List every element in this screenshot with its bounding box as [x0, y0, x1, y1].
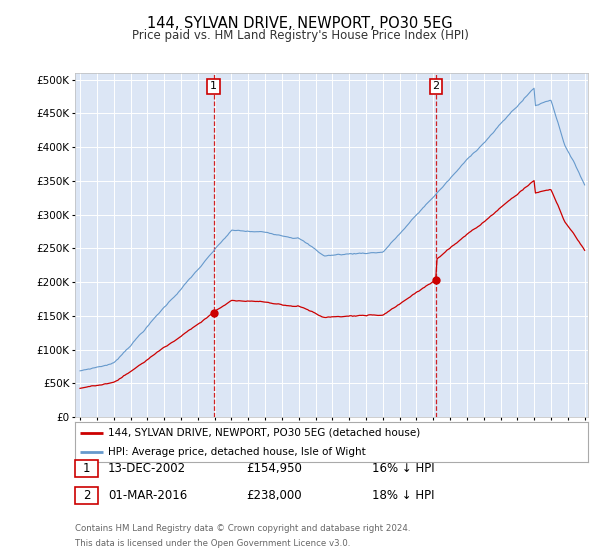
Text: £154,950: £154,950	[246, 462, 302, 475]
Text: 16% ↓ HPI: 16% ↓ HPI	[372, 462, 434, 475]
Text: 1: 1	[83, 462, 90, 475]
Text: This data is licensed under the Open Government Licence v3.0.: This data is licensed under the Open Gov…	[75, 539, 350, 548]
Text: 18% ↓ HPI: 18% ↓ HPI	[372, 489, 434, 502]
Text: 1: 1	[210, 81, 217, 91]
Text: 01-MAR-2016: 01-MAR-2016	[108, 489, 187, 502]
Text: £238,000: £238,000	[246, 489, 302, 502]
Text: 13-DEC-2002: 13-DEC-2002	[108, 462, 186, 475]
Text: 144, SYLVAN DRIVE, NEWPORT, PO30 5EG (detached house): 144, SYLVAN DRIVE, NEWPORT, PO30 5EG (de…	[109, 428, 421, 438]
Text: 144, SYLVAN DRIVE, NEWPORT, PO30 5EG: 144, SYLVAN DRIVE, NEWPORT, PO30 5EG	[147, 16, 453, 31]
Text: 2: 2	[83, 489, 90, 502]
Text: Contains HM Land Registry data © Crown copyright and database right 2024.: Contains HM Land Registry data © Crown c…	[75, 524, 410, 533]
Text: 2: 2	[433, 81, 440, 91]
Text: HPI: Average price, detached house, Isle of Wight: HPI: Average price, detached house, Isle…	[109, 447, 366, 457]
Text: Price paid vs. HM Land Registry's House Price Index (HPI): Price paid vs. HM Land Registry's House …	[131, 29, 469, 42]
